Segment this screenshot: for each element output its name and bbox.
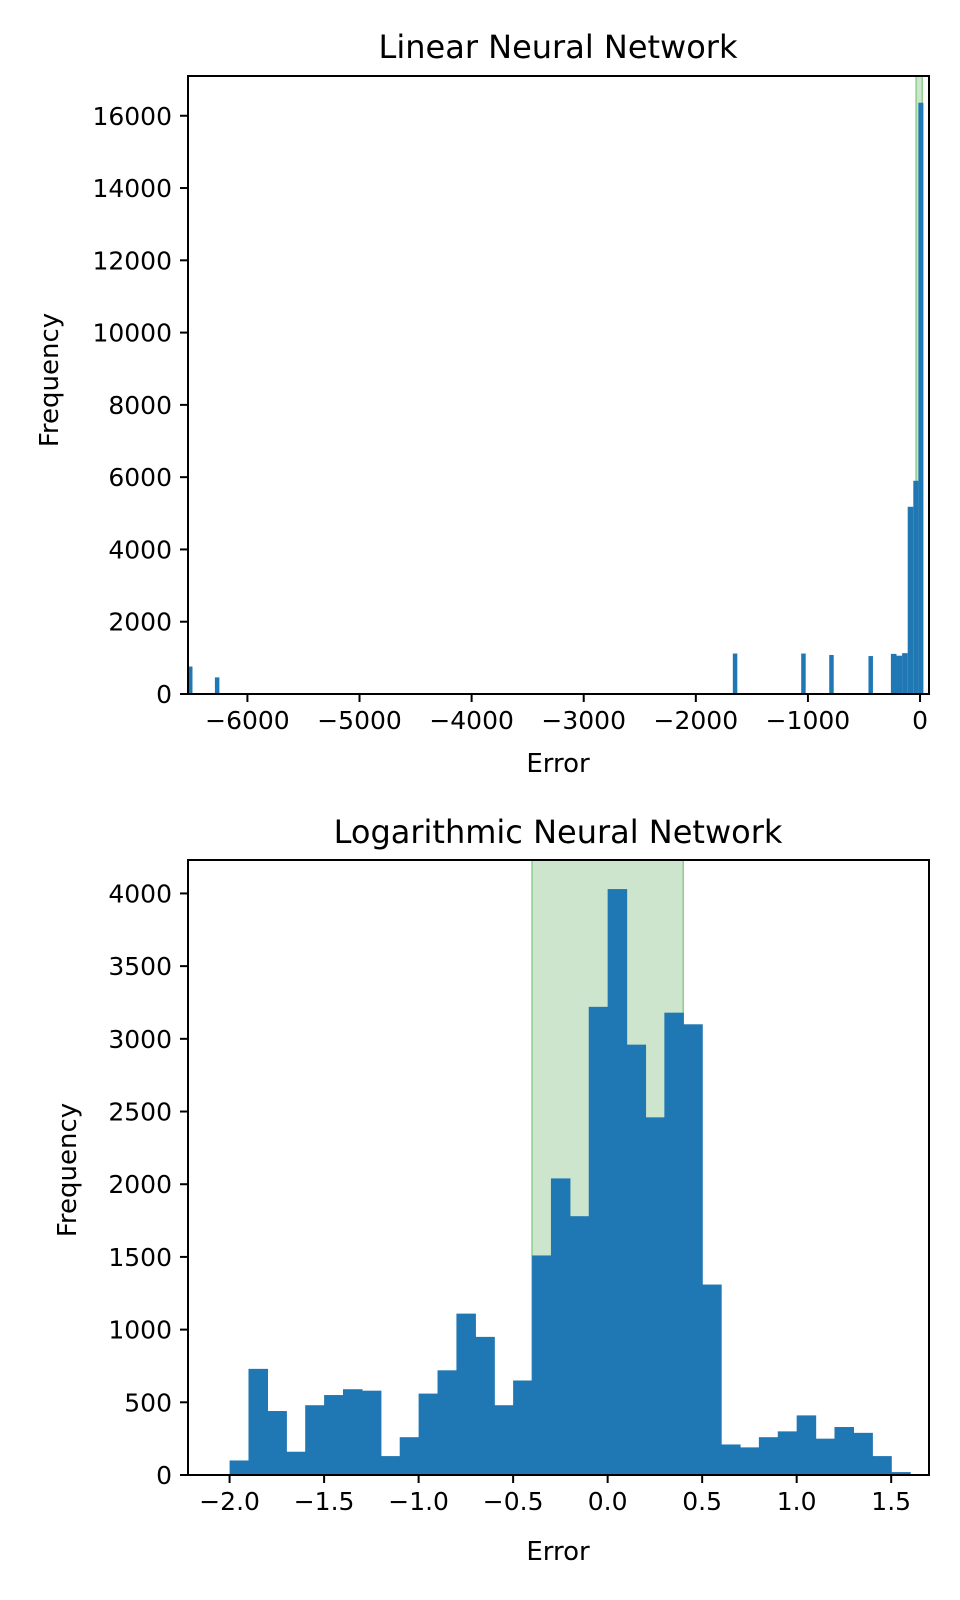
- linear-chart-bar: [902, 653, 908, 694]
- linear-chart-y-tick-label: 4000: [108, 535, 172, 564]
- log-chart-bar: [872, 1456, 892, 1475]
- log-chart-bar: [569, 1216, 590, 1475]
- log-chart-bar: [853, 1432, 873, 1475]
- linear-chart-x-tick-label: −3000: [541, 706, 626, 735]
- log-chart-title: Logarithmic Neural Network: [334, 813, 783, 851]
- log-chart-y-tick-label: 500: [124, 1388, 172, 1417]
- log-chart-bar: [721, 1444, 741, 1475]
- log-chart-bar: [683, 1024, 703, 1475]
- linear-chart-x-tick-label: −1000: [766, 706, 851, 735]
- log-chart-plot-frame: [187, 859, 930, 1476]
- log-chart-x-tick-label: 1.5: [871, 1487, 911, 1516]
- log-chart-x-tick-label: −1.0: [388, 1487, 449, 1516]
- log-chart-bar: [664, 1012, 684, 1475]
- log-chart-bar: [475, 1336, 495, 1475]
- log-chart-bar: [891, 1472, 911, 1475]
- log-chart-y-tick-label: 0: [156, 1461, 172, 1490]
- log-chart-y-tick-label: 4000: [108, 879, 172, 908]
- linear-chart-bar: [829, 654, 834, 694]
- linear-chart-y-tick-label: 2000: [108, 608, 172, 637]
- log-chart-y-tick-label: 1000: [108, 1316, 172, 1345]
- log-chart-bar: [456, 1313, 476, 1475]
- log-chart: Logarithmic Neural Network Frequency Err…: [53, 813, 930, 1567]
- linear-chart-x-tick-label: −5000: [317, 706, 402, 735]
- log-chart-bar: [645, 1117, 665, 1475]
- linear-chart-y-tick-label: 14000: [92, 174, 172, 203]
- linear-chart-y-tick-label: 12000: [92, 246, 172, 275]
- linear-chart-y-tick-label: 16000: [92, 102, 172, 131]
- log-chart-bar: [343, 1389, 363, 1475]
- log-chart-bar: [588, 1006, 609, 1475]
- log-chart-x-tick-label: −1.5: [294, 1487, 355, 1516]
- linear-chart-title: Linear Neural Network: [379, 28, 738, 66]
- linear-chart-xlabel: Error: [526, 749, 590, 779]
- log-chart-bar: [550, 1178, 571, 1475]
- log-chart-bar: [437, 1370, 458, 1475]
- log-chart-y-ticks: 0 500 1000 1500 2000 2500 3000 3500 4000: [108, 879, 188, 1490]
- log-chart-bar: [324, 1395, 344, 1475]
- log-chart-bars: [229, 889, 911, 1475]
- log-chart-bar: [380, 1456, 401, 1475]
- log-chart-ylabel: Frequency: [53, 1103, 83, 1237]
- log-chart-x-tick-label: 1.0: [777, 1487, 817, 1516]
- log-chart-xlabel: Error: [526, 1537, 590, 1567]
- log-chart-bar: [532, 1255, 552, 1475]
- linear-chart-y-tick-label: 0: [156, 680, 172, 709]
- log-chart-bar: [815, 1438, 836, 1475]
- log-chart-y-tick-label: 3000: [108, 1025, 172, 1054]
- linear-chart-bar: [188, 666, 193, 694]
- log-chart-y-tick-label: 2500: [108, 1098, 172, 1127]
- log-chart-bar: [286, 1451, 306, 1475]
- linear-chart-plot-frame: [187, 75, 930, 695]
- log-chart-bar: [399, 1437, 420, 1475]
- linear-chart-y-tick-label: 8000: [108, 391, 172, 420]
- log-chart-bar: [267, 1411, 287, 1475]
- log-chart-x-tick-label: −2.0: [199, 1487, 260, 1516]
- log-chart-y-tick-label: 3500: [108, 952, 172, 981]
- log-chart-bar: [513, 1380, 533, 1475]
- log-chart-bar: [626, 1044, 647, 1475]
- log-chart-y-tick-label: 2000: [108, 1170, 172, 1199]
- log-chart-bar: [305, 1405, 325, 1475]
- linear-chart-y-ticks: 0 2000 4000 6000 8000 10000 12000 14000 16000: [92, 102, 188, 709]
- linear-chart-x-tick-label: −4000: [429, 706, 514, 735]
- log-chart-x-tick-label: 0.5: [682, 1487, 722, 1516]
- linear-chart-y-tick-label: 10000: [92, 319, 172, 348]
- log-chart-bar: [607, 889, 628, 1475]
- log-chart-x-ticks: −2.0 −1.5 −1.0 −0.5 0.0 0.5 1.0 1.5: [199, 1475, 911, 1516]
- linear-chart-x-tick-label: −6000: [205, 706, 290, 735]
- log-chart-bar: [702, 1284, 722, 1475]
- linear-chart-bar: [732, 653, 738, 694]
- linear-chart-bar: [896, 655, 903, 694]
- log-chart-bar: [248, 1368, 268, 1475]
- linear-chart-bar: [801, 653, 806, 694]
- linear-chart-bar: [214, 677, 220, 694]
- linear-chart-bars: [188, 102, 924, 695]
- log-chart-x-tick-label: 0.0: [588, 1487, 628, 1516]
- log-chart-x-tick-label: −0.5: [483, 1487, 544, 1516]
- linear-chart-x-ticks: −6000 −5000 −4000 −3000 −2000 −1000 0: [205, 694, 928, 735]
- linear-chart-bar: [918, 102, 924, 695]
- linear-chart-bar: [913, 480, 919, 694]
- linear-chart-bar: [868, 656, 873, 694]
- linear-chart: Linear Neural Network Frequency Error −6…: [35, 28, 930, 779]
- log-chart-bar: [361, 1390, 382, 1475]
- linear-chart-x-tick-label: 0: [912, 706, 928, 735]
- log-chart-bar: [229, 1460, 250, 1475]
- linear-chart-bar: [907, 506, 914, 694]
- log-chart-bar: [739, 1447, 760, 1475]
- linear-chart-ylabel: Frequency: [35, 313, 65, 447]
- linear-chart-x-tick-label: −2000: [654, 706, 739, 735]
- linear-chart-bar: [890, 653, 897, 694]
- log-chart-bar: [796, 1415, 817, 1475]
- log-chart-bar: [418, 1393, 439, 1475]
- log-chart-y-tick-label: 1500: [108, 1243, 172, 1272]
- log-chart-bar: [777, 1431, 798, 1475]
- log-chart-bar: [758, 1437, 779, 1475]
- linear-chart-y-tick-label: 6000: [108, 463, 172, 492]
- log-chart-bar: [494, 1405, 514, 1475]
- log-chart-bar: [834, 1427, 854, 1475]
